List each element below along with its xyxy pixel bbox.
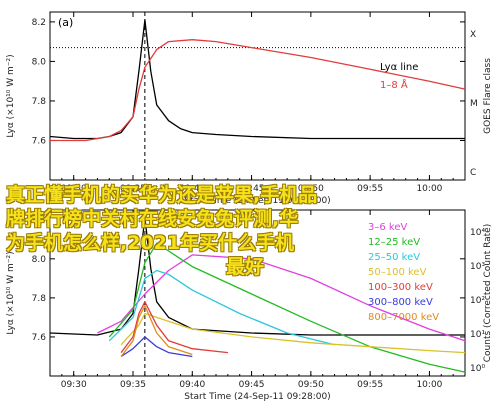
y-tick-label: 7.8 (32, 97, 47, 107)
x-tick-label: 09:40 (179, 380, 205, 390)
y-tick-label: 7.6 (32, 136, 47, 146)
x-tick-label: 09:30 (61, 184, 87, 194)
series-line-7 (120, 336, 193, 358)
series-line-3 (108, 242, 466, 373)
y-axis-label: Lyα (×10¹⁰ W m⁻²) (6, 54, 16, 137)
x-tick-label: 09:45 (239, 380, 265, 390)
x-tick-label: 09:35 (120, 380, 146, 390)
overlay-line-4: 最好 (226, 256, 265, 278)
x-tick-label: 09:45 (239, 184, 265, 194)
legend-entry: 50–100 keV (368, 267, 427, 278)
x-tick-label: 09:55 (357, 380, 383, 390)
x-tick-label: 09:50 (298, 380, 324, 390)
legend-entry: 12–25 keV (368, 237, 420, 248)
overlay-line-1: 真正懂手机的买华为还是苹果,手机品 (6, 184, 318, 206)
overlay-line-3: 为手机怎么样,2021年买什么手机 (6, 232, 295, 254)
x-tick-label: 10:00 (416, 184, 442, 194)
y2-tick-label: 10⁴ (470, 228, 485, 238)
y-tick-label: 7.6 (32, 333, 47, 343)
y2-axis-label: GOES Flare class (483, 58, 493, 134)
y2-axis-label: Counts (Corrected Count Rate) (483, 224, 493, 363)
y-tick-label: 8.0 (32, 57, 47, 67)
legend-title: Lyα line (380, 62, 418, 73)
x-tick-label: 09:30 (61, 380, 87, 390)
x-axis-label: Start Time (24-Sep-11 09:28:00) (184, 196, 330, 206)
plot-frame (49, 209, 466, 377)
y-tick-label: 8.0 (32, 255, 47, 265)
panel-a: 09:30 09:35 09:40 09:45 09:50 09:55 10:00 7.6 7.… (6, 11, 493, 206)
x-tick-label: 09:55 (357, 184, 383, 194)
y2-tick-label: 10¹ (470, 330, 485, 340)
y2-tick-label: 10² (470, 296, 485, 306)
x-tick-label: 10:00 (416, 380, 442, 390)
series-line-6 (120, 301, 228, 354)
y2-tick-label: 10⁰ (470, 364, 485, 374)
legend-subtitle: 1–8 Å (380, 78, 408, 91)
legend-entry: 25–50 keV (368, 252, 420, 263)
overlay-line-2: 牌排行榜中关村在线安兔兔评测,华 (6, 208, 299, 230)
x-tick-label: 09:40 (179, 184, 205, 194)
watermark-overlay: 真正懂手机的买华为还是苹果,手机品 牌排行榜中关村在线安兔兔评测,华 为手机怎么… (6, 183, 484, 279)
series-line-4 (108, 269, 335, 346)
y2-tick-label: C (470, 168, 476, 178)
legend-entry: 800–7000 keV (368, 312, 439, 323)
series-line-8 (120, 305, 193, 357)
panel-label: (b) (58, 214, 74, 227)
legend-entry: 300–800 keV (368, 297, 433, 308)
y-tick-label: 7.8 (32, 294, 47, 304)
y2-tick-label: 10³ (470, 262, 485, 272)
panel-b: 09:30 09:35 09:40 09:45 09:50 09:55 10:00 7.6 7.… (6, 209, 493, 402)
legend-entry: 3–6 keV (368, 222, 407, 233)
x-axis-label: Start Time (24-Sep-11 09:28:00) (184, 392, 330, 402)
panel-label: (a) (58, 16, 73, 29)
y-axis-label: Lyα (×10¹⁰ W m⁻²) (6, 251, 16, 334)
x-tick-label: 09:35 (120, 184, 146, 194)
y2-tick-label: X (470, 30, 476, 40)
y-tick-label: 8.2 (32, 18, 46, 28)
x-tick-label: 09:50 (298, 184, 324, 194)
series-line-5 (120, 312, 466, 354)
legend-entry: 100–300 keV (368, 282, 433, 293)
plot-frame (49, 11, 466, 181)
series-line-2 (50, 39, 466, 142)
y2-tick-label: M (470, 99, 478, 109)
